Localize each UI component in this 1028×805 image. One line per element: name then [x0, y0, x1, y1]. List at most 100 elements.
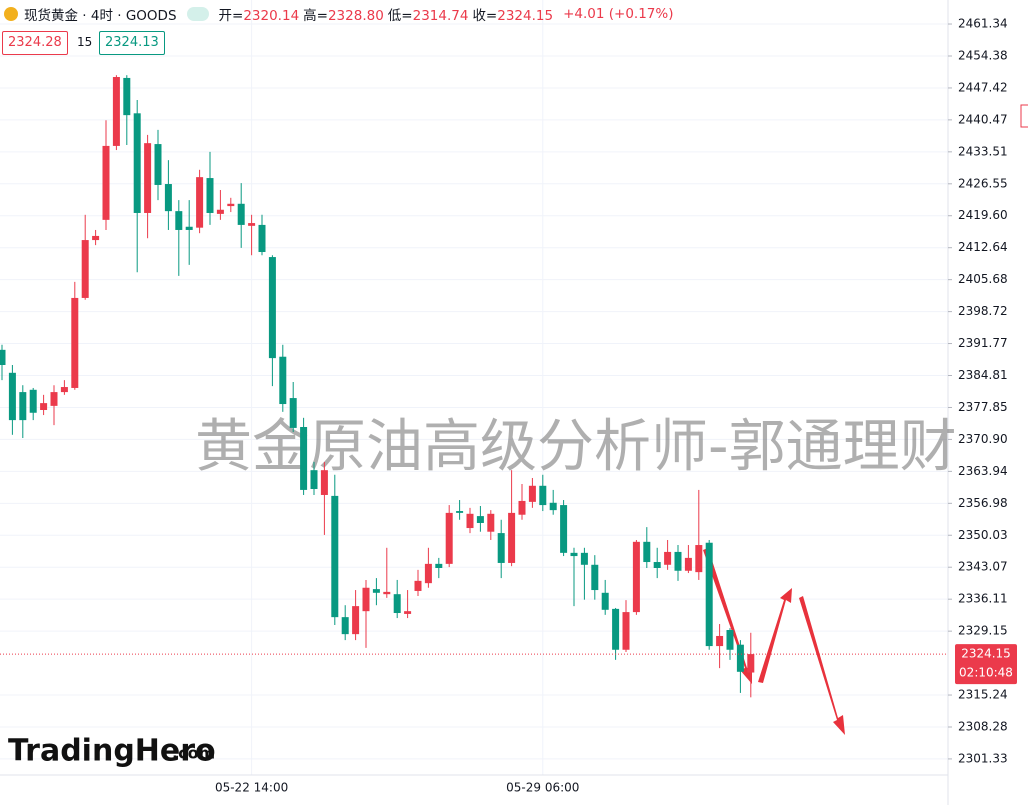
candle-body [539, 485, 547, 506]
candle-body [50, 392, 58, 406]
y-tick-label: 2363.94 [958, 464, 1008, 478]
y-tick-label: 2315.24 [958, 688, 1008, 702]
candle-body [580, 552, 588, 565]
candle-body [123, 77, 131, 116]
candle-body [684, 557, 692, 571]
ohlc-value: 2324.15 [497, 8, 554, 24]
candle-body [445, 512, 453, 564]
candle-body [268, 257, 276, 359]
candle-body [175, 211, 183, 230]
x-tick-label: 05-22 14:00 [215, 781, 288, 795]
status-pill[interactable] [186, 7, 209, 21]
header: 现货黄金 · 4时 · GOODS 开=2320.14 高=2328.80 低=23… [4, 4, 673, 24]
candle-body [102, 145, 110, 220]
candle-body [40, 403, 48, 411]
candle-body [466, 513, 474, 529]
sell-box[interactable]: 2324.28 [2, 31, 68, 55]
candle-body [81, 240, 89, 298]
candle-body [591, 564, 599, 591]
price-tag-countdown: 02:10:48 [959, 666, 1013, 680]
y-tick-label: 2447.42 [958, 80, 1008, 94]
candle-body [92, 235, 100, 241]
logo: TradingHero [8, 734, 216, 769]
candle-body [331, 495, 339, 618]
candle-body [716, 635, 724, 647]
ohlc-key: 开= [218, 8, 244, 24]
candle-body [414, 580, 422, 591]
candle-body [352, 606, 360, 635]
candle-body [726, 630, 734, 650]
ohlc-key: 收= [472, 8, 498, 24]
candle-body [674, 551, 682, 571]
symbol-icon [4, 7, 18, 21]
candle-body [341, 617, 349, 635]
candle-body [404, 611, 412, 614]
watermark: 黄金原油高级分析师-郭通理财 [195, 414, 957, 480]
candle-body [393, 594, 401, 614]
candle-body [237, 203, 245, 225]
y-tick-label: 2398.72 [958, 304, 1008, 318]
candle-body [248, 223, 256, 226]
candle-body [549, 502, 557, 511]
ohlc-items: 开=2320.14 高=2328.80 低=2314.74 收=2324.15 [219, 4, 558, 24]
candle-body [632, 541, 640, 613]
y-tick-label: 2454.38 [958, 48, 1008, 62]
candle-body [456, 511, 464, 513]
candle-body [310, 470, 318, 490]
candle-body [372, 589, 380, 593]
ohlc-key: 低= [387, 8, 413, 24]
candle-body [8, 372, 16, 421]
y-tick-label: 2384.81 [958, 368, 1008, 382]
candle-body [206, 178, 214, 213]
y-tick-label: 2350.03 [958, 528, 1008, 542]
candle-body [622, 612, 630, 650]
candle-body [695, 545, 703, 573]
candle-body [258, 224, 266, 253]
y-tick-label: 2461.34 [958, 17, 1008, 31]
candle-body [196, 177, 204, 228]
price-tag-price: 2324.15 [961, 647, 1011, 661]
x-tick-label: 05-29 06:00 [506, 781, 579, 795]
candle-body [487, 513, 495, 532]
candle-body [383, 591, 391, 595]
candle-body [435, 563, 443, 568]
candle-body [476, 516, 484, 523]
ohlc-value: 2328.80 [327, 8, 384, 24]
candle-body [508, 512, 516, 563]
y-tick-label: 2356.98 [958, 496, 1008, 510]
y-tick-label: 2329.15 [958, 624, 1008, 638]
candle-body [29, 389, 37, 413]
symbol: 现货黄金 · 4时 · GOODS [24, 8, 177, 24]
candle-body [133, 113, 141, 213]
y-tick-label: 2426.55 [958, 176, 1008, 190]
candle-body [279, 356, 287, 405]
logo-suffix: .com [172, 744, 215, 763]
candle-body [653, 562, 661, 568]
y-tick-label: 2301.33 [958, 751, 1008, 765]
edge-marker [1020, 104, 1028, 128]
candle-body [71, 297, 79, 388]
candle-body [154, 144, 162, 185]
y-tick-label: 2336.11 [958, 592, 1008, 606]
candle-body [320, 470, 328, 495]
y-tick-label: 2308.28 [958, 720, 1008, 734]
buy-box[interactable]: 2324.13 [99, 31, 165, 55]
y-tick-label: 2433.51 [958, 144, 1008, 158]
arrow-up [758, 588, 792, 683]
change: +4.01 (+0.17%) [563, 6, 674, 22]
candle-body [643, 541, 651, 563]
candle-body [19, 392, 27, 421]
candle-body [747, 654, 755, 673]
spread: 15 [77, 35, 93, 49]
y-tick-label: 2343.07 [958, 560, 1008, 574]
y-tick-label: 2377.85 [958, 400, 1008, 414]
arrows [703, 548, 845, 735]
y-tick-label: 2370.90 [958, 432, 1008, 446]
candle-body [300, 426, 308, 490]
y-tick-label: 2419.60 [958, 208, 1008, 222]
candle-body [289, 398, 297, 428]
candle-body [164, 184, 172, 212]
ohlc-value: 2314.74 [412, 8, 469, 24]
